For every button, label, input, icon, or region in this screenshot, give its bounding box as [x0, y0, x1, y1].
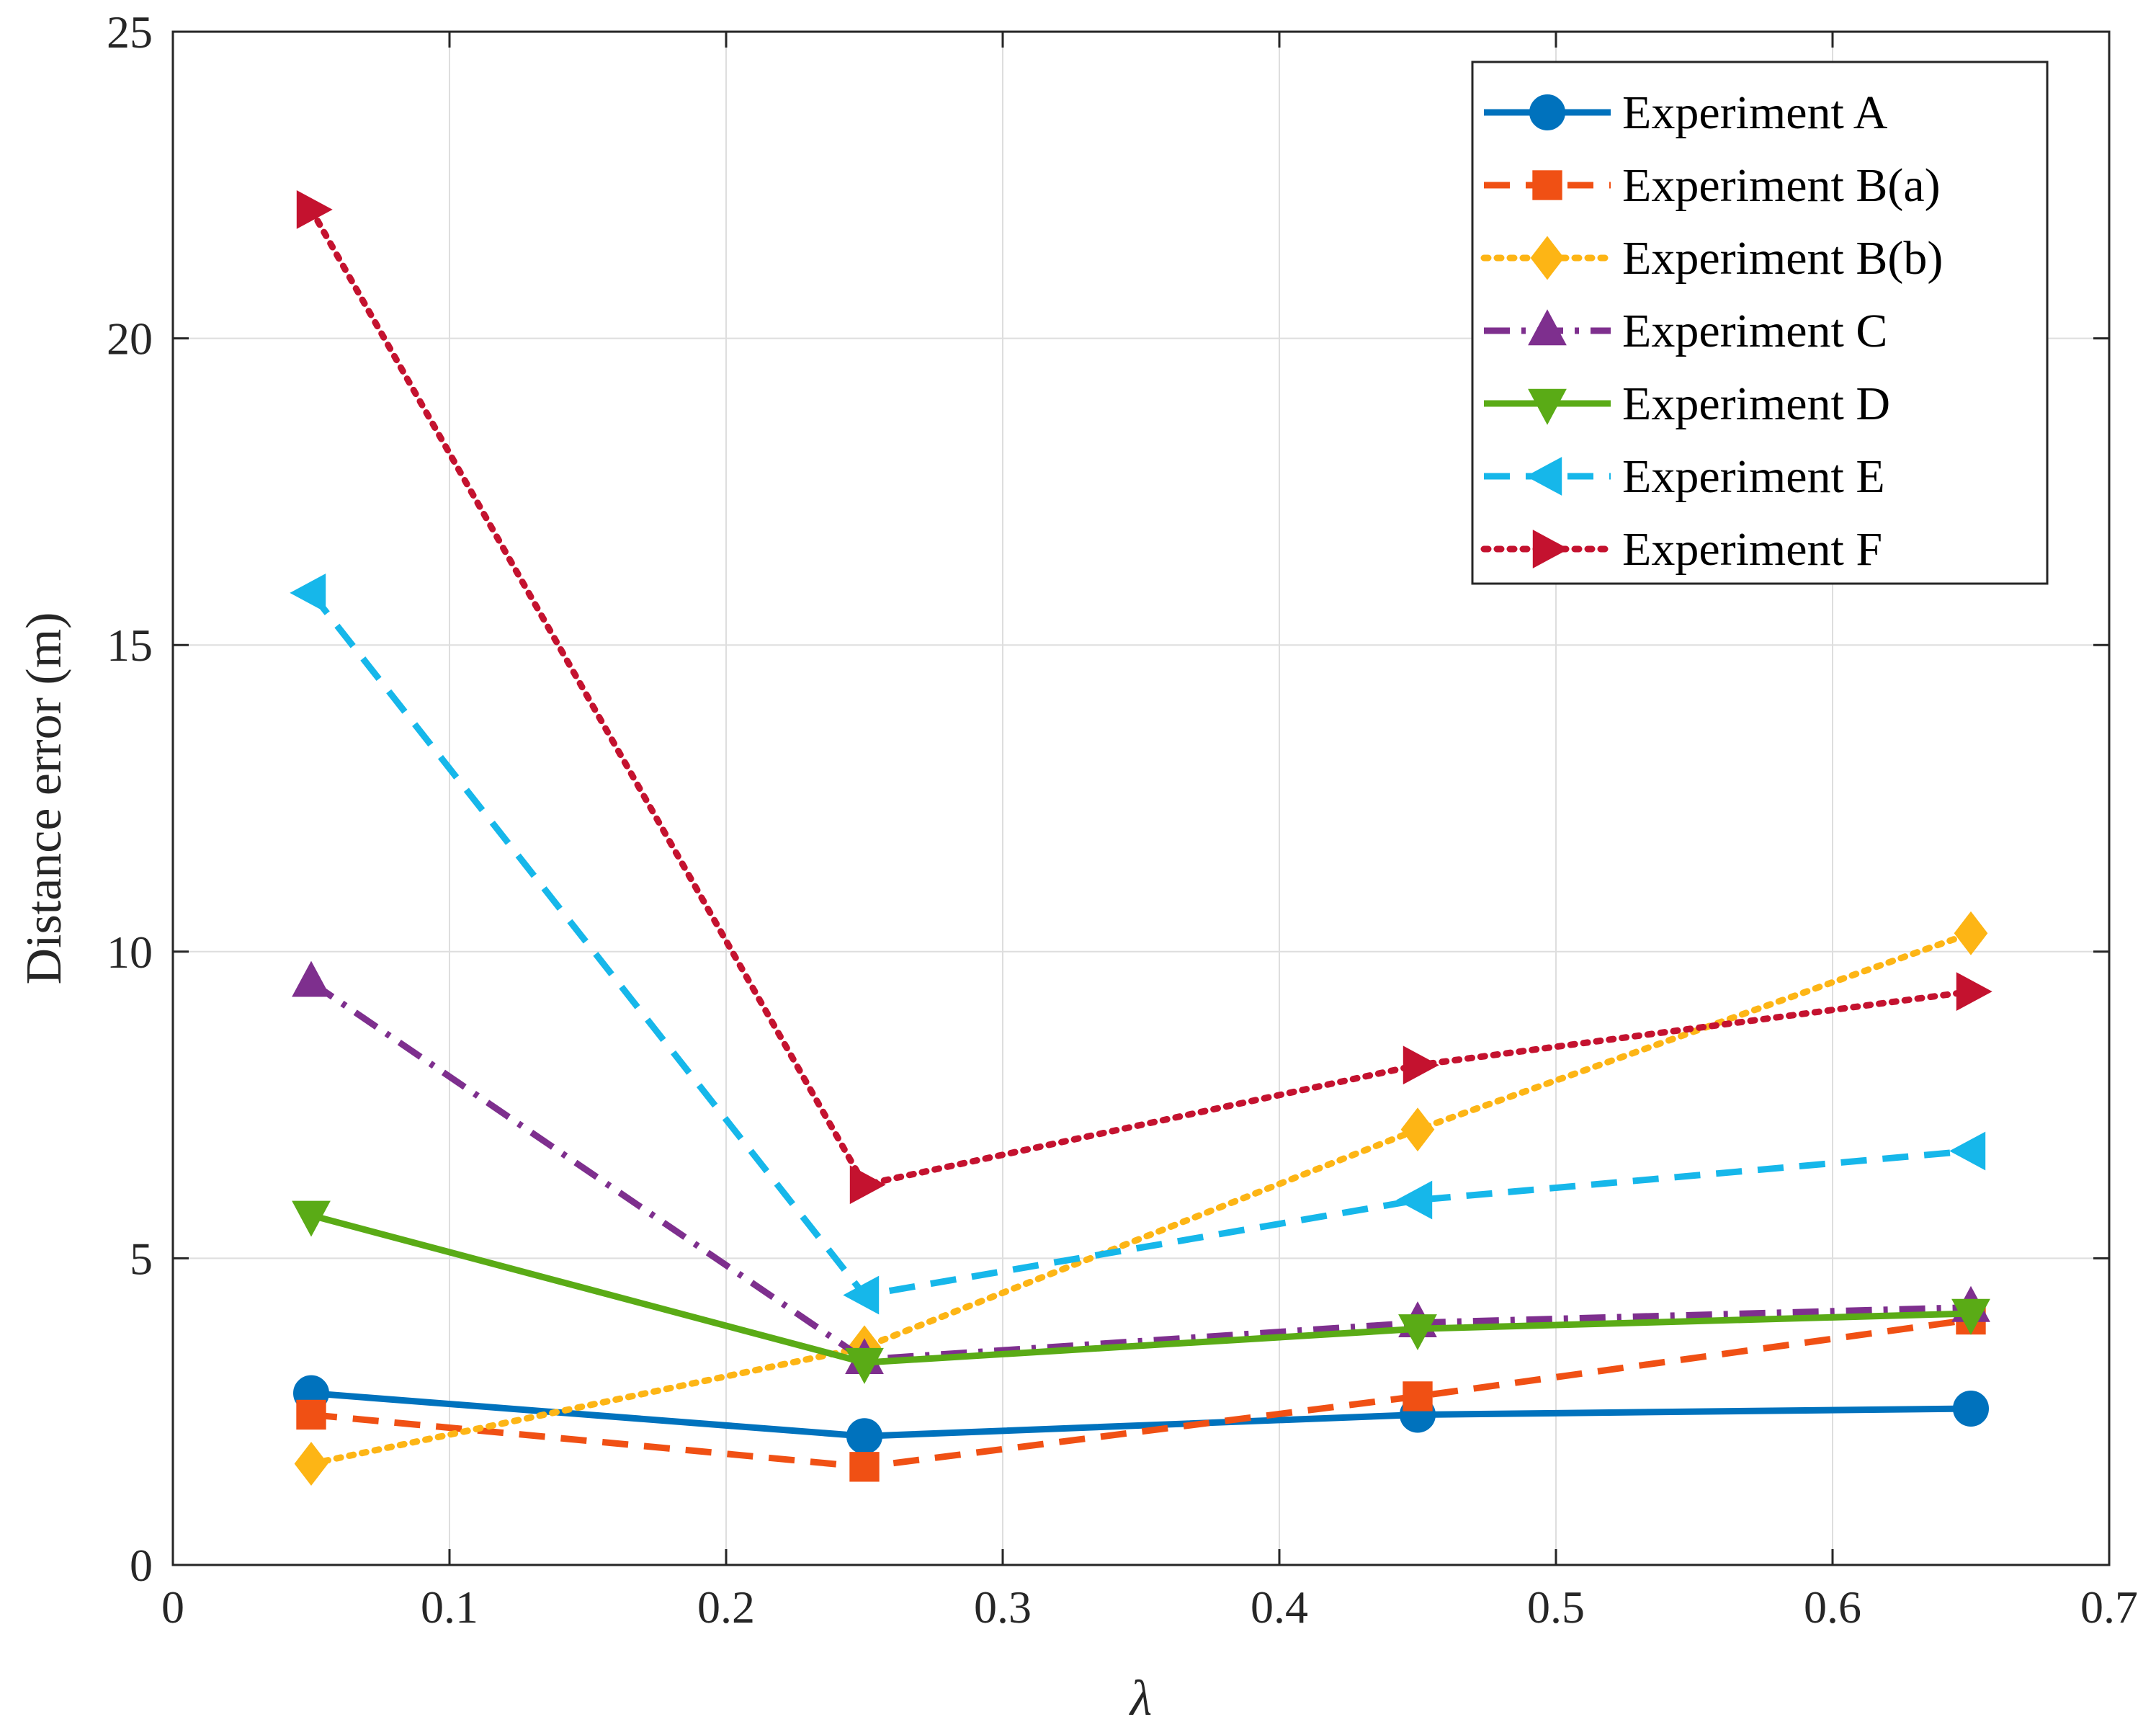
series-layer [290, 189, 1992, 1486]
data-point [1400, 1107, 1435, 1152]
x-tick-label: 0.2 [697, 1582, 755, 1633]
data-point [294, 1442, 328, 1486]
x-tick-label: 0.6 [1804, 1582, 1861, 1633]
legend-items: Experiment A Experiment B(a) Experiment B(… [1480, 86, 1943, 576]
legend-item: Experiment B(b) [1480, 232, 1943, 285]
y-tick-label: 10 [107, 927, 153, 978]
legend-item: Experiment D [1484, 378, 1890, 430]
y-tick-label: 20 [107, 313, 153, 365]
legend-item: Experiment E [1484, 450, 1885, 503]
y-tick-label: 0 [130, 1540, 153, 1591]
data-point [846, 1418, 882, 1455]
data-point [1398, 1314, 1437, 1350]
tick-labels: 0 0.1 0.2 0.3 0.4 0.5 0.6 0.7 0 5 10 15 20 25 [107, 6, 2138, 1633]
data-point [849, 1165, 886, 1205]
data-point [1954, 911, 1988, 955]
y-axis-label: Distance error (m) [17, 612, 72, 985]
data-point [296, 189, 333, 229]
legend-label: Experiment E [1622, 450, 1885, 503]
series-experiment-e [290, 573, 1986, 1315]
series-line [308, 929, 1974, 1468]
legend-marker [1532, 170, 1562, 200]
series-line [308, 206, 1974, 1188]
data-point [849, 1452, 880, 1482]
plot-area-frame [171, 30, 2111, 1566]
series-line [309, 979, 1972, 1363]
data-point [292, 1200, 331, 1237]
legend-item: Experiment C [1484, 305, 1887, 357]
x-axis-label: λ [1129, 1671, 1152, 1726]
data-point [1396, 1180, 1433, 1220]
x-tick-label: 0.7 [2080, 1582, 2138, 1633]
y-tick-label: 5 [130, 1233, 153, 1284]
data-point [290, 573, 326, 612]
legend-label: Experiment A [1622, 86, 1888, 139]
data-point [1951, 1298, 1990, 1335]
x-tick-label: 0.3 [974, 1582, 1032, 1633]
legend-marker [1528, 388, 1567, 425]
legend-marker [1530, 236, 1565, 280]
data-point [1403, 1045, 1439, 1085]
y-tick-label: 15 [107, 620, 153, 671]
data-point [1956, 972, 1992, 1012]
legend-item: Experiment A [1484, 86, 1888, 139]
data-point [1949, 1131, 1986, 1171]
data-point [296, 1399, 326, 1430]
series-line [310, 1212, 1972, 1366]
legend-label: Experiment B(b) [1622, 232, 1943, 285]
legend-item: Experiment B(a) [1484, 159, 1941, 212]
x-tick-label: 0.5 [1527, 1582, 1585, 1633]
data-point [845, 1347, 884, 1384]
legend-marker [1528, 309, 1567, 346]
legend-box [1471, 61, 2049, 585]
series-line [310, 1316, 1972, 1471]
x-tick-label: 0.1 [421, 1582, 478, 1633]
series-line [310, 1390, 1972, 1440]
x-tick-label: 0 [161, 1582, 184, 1633]
data-point [1403, 1381, 1433, 1411]
legend-label: Experiment C [1622, 305, 1887, 357]
series-experiment-d [292, 1200, 1990, 1384]
legend-marker [1532, 530, 1569, 568]
series-line [308, 591, 1972, 1298]
legend-label: Experiment F [1622, 523, 1882, 576]
data-point [292, 960, 331, 997]
series-experiment-a [293, 1375, 1989, 1455]
legend-marker [1529, 94, 1565, 130]
ticks [171, 30, 2111, 1566]
x-tick-label: 0.4 [1251, 1582, 1308, 1633]
series-experiment-f [296, 189, 1992, 1205]
legend: Experiment A Experiment B(a) Experiment B(… [1471, 61, 2049, 585]
data-point [1953, 1390, 1989, 1427]
legend-item: Experiment F [1480, 523, 1882, 576]
y-tick-label: 25 [107, 6, 153, 58]
legend-label: Experiment D [1622, 378, 1890, 430]
legend-label: Experiment B(a) [1622, 159, 1941, 212]
legend-marker [1526, 457, 1562, 496]
data-point [843, 1275, 880, 1315]
